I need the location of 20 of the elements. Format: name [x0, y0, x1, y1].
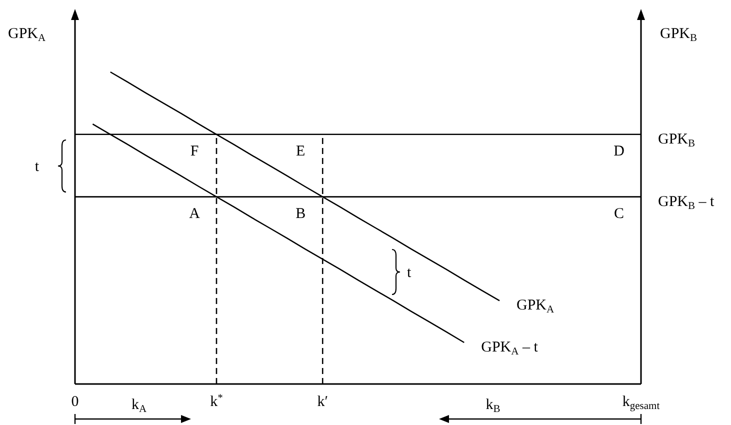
- x-tick-label: 0: [71, 394, 79, 410]
- annotation: B: [296, 206, 306, 222]
- text: t: [34, 159, 40, 175]
- series-label: GPK$_{A}$: [516, 298, 555, 316]
- y-axis-title: GPK$_{A}$: [8, 26, 46, 44]
- x-tick-label: k$^{*}$: [210, 393, 223, 410]
- x-tick-label: k$_{gesamt}$: [622, 394, 660, 412]
- annotation: F: [190, 143, 199, 160]
- annotation: D: [614, 143, 625, 160]
- annotation: E: [296, 143, 306, 160]
- annotation: C: [614, 206, 624, 222]
- series-label: GPK$_{B}$: [658, 131, 696, 150]
- annotation: A: [189, 206, 200, 222]
- y2-axis-title: GPK$_{B}$: [660, 26, 698, 44]
- series-label: GPK$_{B}$ – t: [658, 194, 716, 212]
- text: k$_{B}$: [486, 397, 500, 415]
- annotation: t: [407, 265, 412, 281]
- x-tick-label: k′: [317, 394, 328, 410]
- series-label: GPK$_{A}$ – t: [481, 340, 539, 358]
- text: k$_{A}$: [131, 397, 147, 415]
